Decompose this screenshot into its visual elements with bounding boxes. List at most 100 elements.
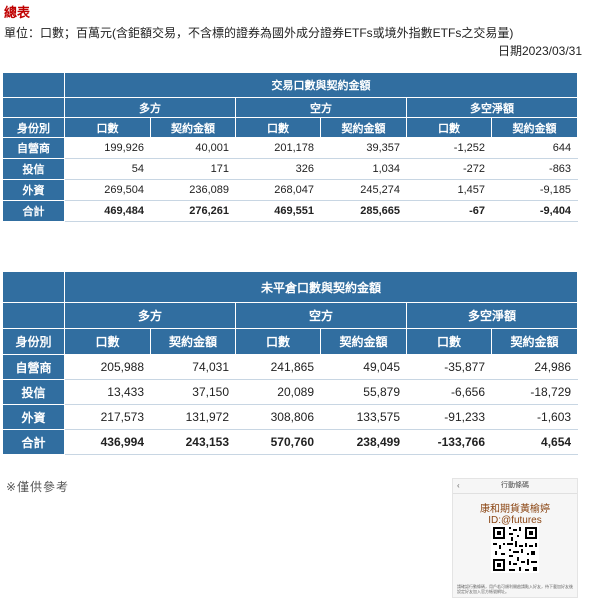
column-header: 契約金額 (320, 328, 407, 355)
cell: -1,252 (406, 137, 492, 159)
group-header-long: 多方 (64, 97, 236, 118)
cell: 238,499 (320, 429, 407, 455)
group-header-short: 空方 (235, 302, 407, 329)
group-header-short: 空方 (235, 97, 407, 118)
cell: 199,926 (64, 137, 151, 159)
cell: -9,185 (490, 179, 579, 201)
cell: 49,045 (320, 354, 407, 380)
column-header: 契約金額 (490, 328, 579, 355)
cell: -18,729 (490, 379, 579, 405)
column-header: 口數 (235, 328, 321, 355)
cell: 243,153 (150, 429, 236, 455)
trading-volume-table: 交易口數與契約金額 多方 空方 多空淨額 身份別 口數 契約金額 口數 契約金額… (2, 72, 579, 222)
contact-name: 康和期貨黃榆婷 (480, 504, 550, 515)
row-label: 投信 (2, 158, 65, 180)
cell: 37,150 (150, 379, 236, 405)
cell: 55,879 (320, 379, 407, 405)
cell: 205,988 (64, 354, 151, 380)
row-label: 合計 (2, 429, 65, 455)
cell: 308,806 (235, 404, 321, 430)
cell: 245,274 (320, 179, 407, 201)
cell: 20,089 (235, 379, 321, 405)
report-date: 日期2023/03/31 (497, 44, 582, 58)
cell: -35,877 (406, 354, 492, 380)
cell: 74,031 (150, 354, 236, 380)
cell: 241,865 (235, 354, 321, 380)
cell: 24,986 (490, 354, 579, 380)
card-header: ‹ 行動條碼 (453, 479, 577, 494)
table-row: 自營商 205,988 74,031 241,865 49,045 -35,87… (2, 354, 579, 380)
report-title: 總表 (4, 5, 31, 20)
column-header: 口數 (64, 328, 151, 355)
row-label: 合計 (2, 200, 65, 222)
cell: 269,504 (64, 179, 151, 201)
table-row: 投信 54 171 326 1,034 -272 -863 (2, 158, 579, 180)
cell: 436,994 (64, 429, 151, 455)
card-header-label: 行動條碼 (501, 482, 529, 489)
row-label: 外資 (2, 404, 65, 430)
row-label: 自營商 (2, 137, 65, 159)
table-row: 外資 217,573 131,972 308,806 133,575 -91,2… (2, 404, 579, 430)
group-header-net: 多空淨額 (405, 97, 579, 118)
cell: 133,575 (320, 404, 407, 430)
row-header: 身份別 (2, 328, 65, 355)
card-footer-text: 請確認行動條碼，用戶若可順利開啟請點入好友，待下載加好友後設定好友加入官方帳號網… (457, 584, 573, 594)
cell: 1,457 (406, 179, 492, 201)
column-header: 契約金額 (150, 117, 236, 138)
contact-id: ID:@futures (488, 515, 542, 526)
cell: 131,972 (150, 404, 236, 430)
column-header: 契約金額 (150, 328, 236, 355)
column-header: 契約金額 (490, 117, 579, 138)
table-title: 交易口數與契約金額 (63, 72, 579, 98)
cell: 171 (150, 158, 236, 180)
cell: -6,656 (406, 379, 492, 405)
table-corner (2, 271, 65, 303)
cell: -91,233 (406, 404, 492, 430)
cell: 644 (490, 137, 579, 159)
cell: 4,654 (490, 429, 579, 455)
cell: -133,766 (406, 429, 492, 455)
cell: -1,603 (490, 404, 579, 430)
table-row: 外資 269,504 236,089 268,047 245,274 1,457… (2, 179, 579, 201)
column-header: 契約金額 (320, 117, 407, 138)
cell: 469,551 (235, 200, 321, 222)
cell: 13,433 (64, 379, 151, 405)
row-header: 身份別 (2, 117, 65, 138)
cell: 276,261 (150, 200, 236, 222)
cell: 469,484 (64, 200, 151, 222)
table-corner (2, 97, 65, 118)
cell: -67 (406, 200, 492, 222)
row-label: 投信 (2, 379, 65, 405)
table-row-total: 合計 469,484 276,261 469,551 285,665 -67 -… (2, 200, 579, 222)
column-header: 口數 (406, 117, 492, 138)
cell: 40,001 (150, 137, 236, 159)
table-title: 未平倉口數與契約金額 (63, 271, 579, 303)
cell: -863 (490, 158, 579, 180)
qr-code-icon (491, 525, 539, 573)
cell: 570,760 (235, 429, 321, 455)
cell: 268,047 (235, 179, 321, 201)
cell: 54 (64, 158, 151, 180)
table-corner (2, 72, 65, 98)
cell: 326 (235, 158, 321, 180)
cell: 201,178 (235, 137, 321, 159)
contact-card: ‹ 行動條碼 康和期貨黃榆婷 ID:@futures 請確認行動條碼，用戶若可順… (452, 478, 578, 598)
cell: 217,573 (64, 404, 151, 430)
cell: 236,089 (150, 179, 236, 201)
table-row: 自營商 199,926 40,001 201,178 39,357 -1,252… (2, 137, 579, 159)
row-label: 自營商 (2, 354, 65, 380)
table-corner (2, 302, 65, 329)
cell: -9,404 (490, 200, 579, 222)
chevron-left-icon[interactable]: ‹ (457, 481, 460, 490)
group-header-net: 多空淨額 (405, 302, 579, 329)
reference-note: ※僅供參考 (6, 480, 70, 494)
column-header: 口數 (235, 117, 321, 138)
cell: -272 (406, 158, 492, 180)
group-header-long: 多方 (64, 302, 236, 329)
open-interest-table: 未平倉口數與契約金額 多方 空方 多空淨額 身份別 口數 契約金額 口數 契約金… (2, 271, 579, 455)
column-header: 口數 (64, 117, 151, 138)
unit-note: 單位：口數；百萬元(含鉅額交易，不含標的證券為國外成分證券ETFs或境外指數ET… (4, 26, 514, 40)
table-row: 投信 13,433 37,150 20,089 55,879 -6,656 -1… (2, 379, 579, 405)
cell: 39,357 (320, 137, 407, 159)
cell: 1,034 (320, 158, 407, 180)
